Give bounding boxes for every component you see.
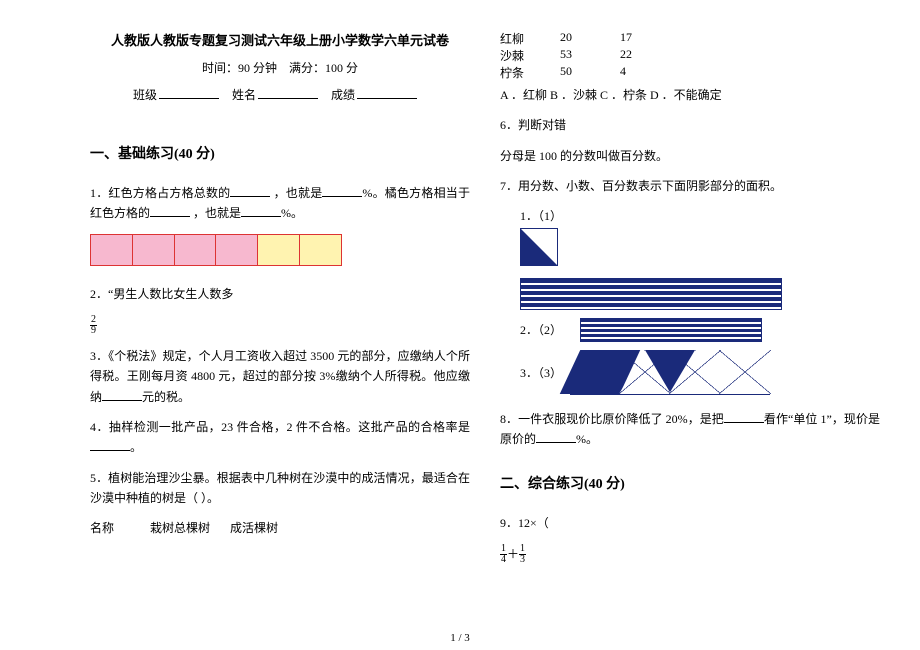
time-limit: 时间：90 分钟 xyxy=(202,61,277,75)
q4-blank[interactable] xyxy=(90,438,130,451)
q5-table-header: 名称 栽树总棵树 成活棵树 xyxy=(90,519,470,536)
figure-1-square xyxy=(520,228,558,266)
fig3-tri-1 xyxy=(619,350,671,394)
question-9: 9．12×（ xyxy=(500,513,880,533)
color-cell xyxy=(216,235,258,265)
q9-f1-d: 4 xyxy=(500,555,507,565)
q1-text-b: ，也就是 xyxy=(274,186,323,200)
question-3: 3．《个税法》规定，个人月工资收入超过 3500 元的部分，应缴纳人个所得税。王… xyxy=(90,346,470,407)
q2-text: 2．“男生人数比女生人数多 xyxy=(90,287,233,301)
question-2: 2．“男生人数比女生人数多 xyxy=(90,284,470,304)
question-5: 5．植树能治理沙尘暴。根据表中几种树在沙漠中的成活情况，最适合在沙漠中种植的树是… xyxy=(90,468,470,509)
class-blank[interactable] xyxy=(159,86,219,99)
q9-plus: ＋ xyxy=(507,547,519,561)
plant-cell: 20 xyxy=(560,30,620,47)
figure-2: 2．（2） xyxy=(520,278,880,342)
question-6-head: 6．判断对错 xyxy=(500,115,880,135)
plant-cell: 53 xyxy=(560,47,620,64)
q3-blank[interactable] xyxy=(102,388,142,401)
color-cell xyxy=(300,235,341,265)
q1-blank-1[interactable] xyxy=(230,184,270,197)
fig2-label: 2．（2） xyxy=(520,321,562,338)
q8-blank-1[interactable] xyxy=(724,410,764,423)
figure-2-row2: 2．（2） xyxy=(520,318,880,342)
page: 人教版人教版专题复习测试六年级上册小学数学六单元试卷 时间：90 分钟 满分：1… xyxy=(0,0,920,650)
exam-title: 人教版人教版专题复习测试六年级上册小学数学六单元试卷 xyxy=(90,30,470,49)
section-1-heading: 一、基础练习(40 分) xyxy=(90,143,470,163)
plant-cell: 沙棘 xyxy=(500,47,560,64)
q2-fraction: 2 9 xyxy=(90,315,97,336)
fig3-tri-3 xyxy=(719,350,771,394)
q2-frac-den: 9 xyxy=(90,326,97,336)
figure-1-triangle xyxy=(521,229,557,265)
q1-blank-3[interactable] xyxy=(150,204,190,217)
right-column: 红柳2017沙棘5322柠条504 A ．红柳 B ．沙棘 C ．柠条 D ．不… xyxy=(500,30,880,575)
question-7: 7．用分数、小数、百分数表示下面阴影部分的面积。 xyxy=(500,176,880,196)
q1-blank-4[interactable] xyxy=(241,204,281,217)
q9-text: 9．12×（ xyxy=(500,516,549,530)
student-info-line: 班级 姓名 成绩 xyxy=(90,86,470,103)
color-cell xyxy=(175,235,217,265)
q1-color-boxes xyxy=(90,234,470,266)
plant-row: 柠条504 xyxy=(500,64,880,81)
left-column: 人教版人教版专题复习测试六年级上册小学数学六单元试卷 时间：90 分钟 满分：1… xyxy=(90,30,470,536)
q5-options: A ．红柳 B ．沙棘 C ．柠条 D ．不能确定 xyxy=(500,85,880,105)
plant-cell: 17 xyxy=(620,30,680,47)
question-8: 8．一件衣服现价比原价降低了 20%，是把看作“单位 1”，现价是原价的%。 xyxy=(500,409,880,450)
fig3-label: 3．（3） xyxy=(520,364,562,381)
class-label: 班级 xyxy=(133,88,157,102)
plant-row: 红柳2017 xyxy=(500,30,880,47)
q1-blank-2[interactable] xyxy=(322,184,362,197)
box-row xyxy=(90,234,342,266)
q5-col1: 名称 xyxy=(90,519,150,536)
plant-cell: 红柳 xyxy=(500,30,560,47)
q4-text: 4．抽样检测一批产品，23 件合格，2 件不合格。这批产品的合格率是 xyxy=(90,420,470,434)
figure-3-row: 3．（3） xyxy=(520,350,880,395)
q4-text-b: 。 xyxy=(130,440,142,454)
q1-text-d: ，也就是 xyxy=(193,206,241,220)
fig3-tri-2 xyxy=(669,350,721,394)
name-blank[interactable] xyxy=(258,86,318,99)
plant-cell: 4 xyxy=(620,64,680,81)
color-cell xyxy=(91,235,133,265)
fig1-label: 1．（1） xyxy=(520,207,562,224)
plant-table: 红柳2017沙棘5322柠条504 xyxy=(500,30,880,81)
question-9-fracs: 1 4 ＋ 1 3 xyxy=(500,544,880,566)
plant-cell: 柠条 xyxy=(500,64,560,81)
score-label: 成绩 xyxy=(331,88,355,102)
plant-cell: 22 xyxy=(620,47,680,64)
score-blank[interactable] xyxy=(357,86,417,99)
q9-frac-2: 1 3 xyxy=(519,544,526,565)
page-footer: 1 / 3 xyxy=(0,632,920,644)
q1-text-e: %。 xyxy=(281,206,303,220)
q5-text: 5．植树能治理沙尘暴。根据表中几种树在沙漠中的成活情况，最适合在沙漠中种植的树是… xyxy=(90,471,470,505)
q8-text-c: %。 xyxy=(576,432,598,446)
question-4: 4．抽样检测一批产品，23 件合格，2 件不合格。这批产品的合格率是。 xyxy=(90,417,470,458)
figure-2-rect-large xyxy=(520,278,782,310)
q8-blank-2[interactable] xyxy=(536,430,576,443)
q5-col3: 成活棵树 xyxy=(230,519,310,536)
q1-text-a: 1．红色方格占方格总数的 xyxy=(90,186,230,200)
color-cell xyxy=(133,235,175,265)
section-2-heading: 二、综合练习(40 分) xyxy=(500,473,880,493)
full-score: 满分：100 分 xyxy=(289,61,358,75)
question-2-fraction: 2 9 xyxy=(90,314,470,336)
q5-header-row: 名称 栽树总棵树 成活棵树 xyxy=(90,519,470,536)
q5-col2: 栽树总棵树 xyxy=(150,519,230,536)
fig1-label-row: 1．（1） xyxy=(500,207,880,224)
name-label: 姓名 xyxy=(232,88,256,102)
color-cell xyxy=(258,235,300,265)
plant-cell: 50 xyxy=(560,64,620,81)
q8-text-a: 8．一件衣服现价比原价降低了 20%，是把 xyxy=(500,412,724,426)
q3-text-b: 元的税。 xyxy=(142,390,190,404)
figure-3 xyxy=(570,350,770,395)
q9-frac-1: 1 4 xyxy=(500,544,507,565)
question-6-body: 分母是 100 的分数叫做百分数。 xyxy=(500,146,880,166)
plant-row: 沙棘5322 xyxy=(500,47,880,64)
q9-f2-d: 3 xyxy=(519,555,526,565)
exam-subtitle: 时间：90 分钟 满分：100 分 xyxy=(90,59,470,76)
question-1: 1．红色方格占方格总数的 ，也就是%。橘色方格相当于红色方格的 ，也就是%。 xyxy=(90,183,470,224)
figure-2-rect-small xyxy=(580,318,762,342)
